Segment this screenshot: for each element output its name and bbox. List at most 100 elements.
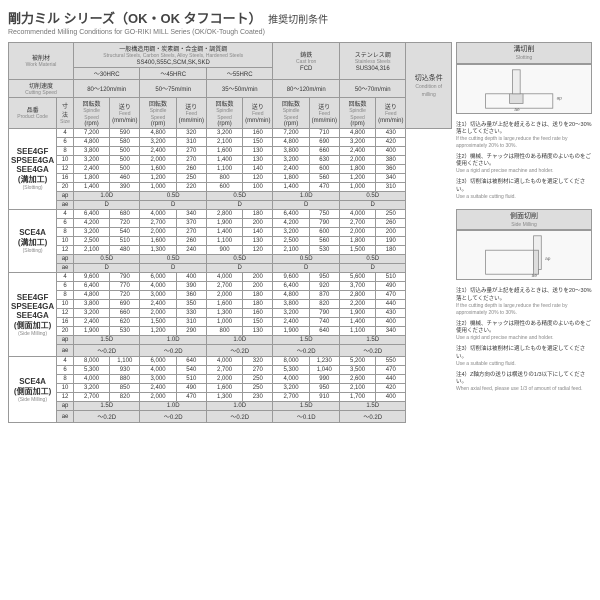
value-cell: 160: [243, 309, 273, 318]
value-cell: 740: [309, 318, 339, 327]
svg-text:ap: ap: [557, 96, 563, 101]
value-cell: 1,800: [339, 237, 375, 246]
page-title: 剛力ミル シリーズ（OK・OK タフコート） 推奨切削条件: [8, 8, 592, 27]
value-cell: 660: [309, 147, 339, 156]
value-cell: 7,200: [273, 129, 309, 138]
value-cell: 260: [176, 165, 206, 174]
value-cell: 8,000: [273, 357, 309, 366]
ae-value: ～0.2D: [73, 345, 140, 357]
value-cell: 3,200: [140, 138, 176, 147]
value-cell: 2,500: [273, 237, 309, 246]
ap-value: 1.0D: [206, 402, 273, 411]
range2: 50～75m/min: [140, 79, 207, 98]
col-spindle: 回転数Spindle Speed(rpm): [206, 98, 242, 129]
value-cell: 2,700: [73, 393, 109, 402]
value-cell: 1,900: [206, 219, 242, 228]
ap-row: ap1.5D1.0D1.0D1.5D1.5D: [9, 402, 452, 411]
table-row: 103,2005002,0002701,4001303,2006302,0003…: [9, 156, 452, 165]
table-row: 122,4005001,6002601,1001402,4006001,8003…: [9, 165, 452, 174]
ae-value: D: [339, 201, 406, 210]
table-row: 103,8006902,4003501,6001803,8008202,2004…: [9, 300, 452, 309]
ae-value: ～0.2D: [73, 411, 140, 423]
value-cell: 1,400: [273, 183, 309, 192]
value-cell: 660: [110, 309, 140, 318]
value-cell: 1,200: [140, 174, 176, 183]
value-cell: 200: [243, 273, 273, 282]
range5: 50～70m/min: [339, 79, 406, 98]
value-cell: 1,700: [339, 393, 375, 402]
ae-value: ～0.2D: [339, 345, 406, 357]
header-stainless: ステンレス鋼Stainless Steels SUS304,316: [339, 43, 406, 80]
value-cell: 880: [110, 375, 140, 384]
ap-value: 0.5D: [73, 255, 140, 264]
table-row: SEE4GFSPSEE4GASEE4GA(溝加工)(Slotting)47,20…: [9, 129, 452, 138]
value-cell: 2,100: [273, 246, 309, 255]
size-cell: 8: [57, 375, 74, 384]
value-cell: 1,800: [339, 165, 375, 174]
value-cell: 1,200: [140, 327, 176, 336]
value-cell: 2,600: [339, 375, 375, 384]
table-row: 66,4007704,0003902,7002006,4009203,70049…: [9, 282, 452, 291]
col-feed: 送りFeed(mm/min): [176, 98, 206, 129]
ap-value: 0.5D: [140, 192, 207, 201]
value-cell: 6,000: [140, 357, 176, 366]
range4: 80～120m/min: [273, 79, 340, 98]
ae-value: ～0.2D: [206, 345, 273, 357]
size-cell: 16: [57, 174, 74, 183]
value-cell: 3,200: [273, 309, 309, 318]
ae-value: D: [140, 201, 207, 210]
value-cell: 160: [243, 129, 273, 138]
size-cell: 10: [57, 300, 74, 309]
value-cell: 500: [110, 147, 140, 156]
value-cell: 130: [243, 147, 273, 156]
svg-text:ap: ap: [545, 257, 551, 262]
size-cell: 10: [57, 156, 74, 165]
value-cell: 690: [309, 138, 339, 147]
header-cast-iron: 鋳鉄Cast Iron FCD: [273, 43, 340, 80]
size-cell: 12: [57, 393, 74, 402]
size-cell: 20: [57, 327, 74, 336]
ap-value: 0.5D: [339, 192, 406, 201]
value-cell: 250: [176, 174, 206, 183]
value-cell: 1,800: [73, 174, 109, 183]
value-cell: 310: [176, 138, 206, 147]
value-cell: 1,040: [309, 366, 339, 375]
ap-value: 0.5D: [206, 192, 273, 201]
table-row: 123,2006602,0003301,3001603,2007901,9004…: [9, 309, 452, 318]
value-cell: 790: [309, 309, 339, 318]
value-cell: 2,800: [339, 291, 375, 300]
value-cell: 490: [376, 282, 406, 291]
size-cell: 6: [57, 219, 74, 228]
value-cell: 2,000: [339, 156, 375, 165]
value-cell: 2,000: [140, 393, 176, 402]
value-cell: 3,200: [73, 228, 109, 237]
value-cell: 3,700: [339, 282, 375, 291]
value-cell: 270: [243, 366, 273, 375]
value-cell: 750: [309, 210, 339, 219]
ap-value: 1.0D: [73, 192, 140, 201]
value-cell: 720: [110, 291, 140, 300]
col-spindle: 回転数Spindle Speed(rpm): [140, 98, 176, 129]
value-cell: 800: [206, 327, 242, 336]
svg-text:ae: ae: [532, 274, 538, 279]
value-cell: 530: [110, 327, 140, 336]
note-3: 注3）切削油は被削材に適したものを選定してください。Use a suitable…: [456, 177, 592, 202]
ae-value: ～0.2D: [339, 411, 406, 423]
ap-row: ap1.0D0.5D0.5D1.0D0.5D: [9, 192, 452, 201]
slot-diagram-icon: ap ae: [456, 64, 592, 114]
ap-value: 0.5D: [140, 255, 207, 264]
value-cell: 2,200: [339, 300, 375, 309]
value-cell: 2,000: [339, 228, 375, 237]
col-spindle: 回転数Spindle Speed(rpm): [73, 98, 109, 129]
range1: 80～120m/min: [73, 79, 140, 98]
ae-value: D: [273, 201, 340, 210]
size-cell: 6: [57, 282, 74, 291]
value-cell: 3,000: [140, 375, 176, 384]
value-cell: 950: [309, 384, 339, 393]
value-cell: 1,600: [206, 300, 242, 309]
svg-text:ae: ae: [514, 108, 520, 113]
table-row: 64,2007202,7003701,9002004,2007902,70026…: [9, 219, 452, 228]
col-feed: 送りFeed(mm/min): [110, 98, 140, 129]
value-cell: 5,600: [339, 273, 375, 282]
value-cell: 560: [309, 237, 339, 246]
